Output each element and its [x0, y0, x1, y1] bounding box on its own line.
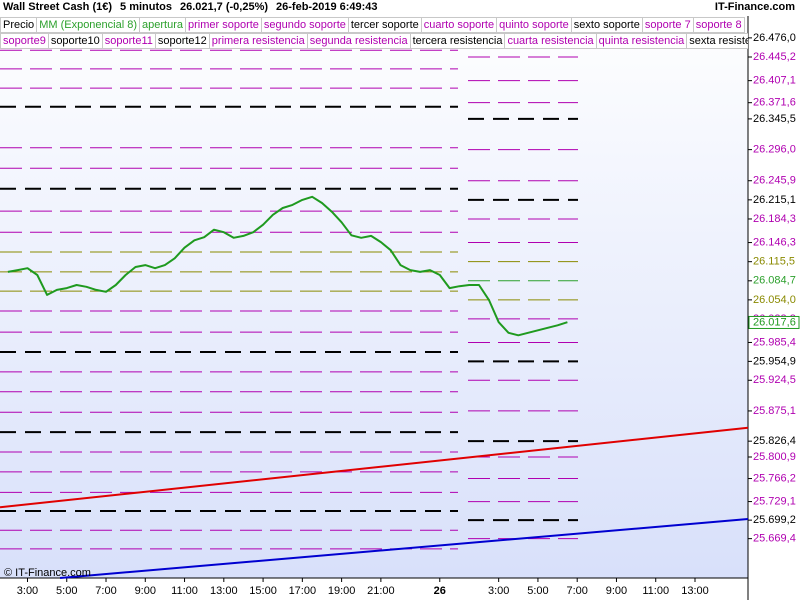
- legend-item: apertura: [139, 17, 186, 33]
- x-tick-label: 26: [434, 585, 446, 597]
- x-tick-label: 19:00: [328, 585, 356, 597]
- y-tick-label: 26.146,3: [753, 236, 796, 248]
- y-tick-label: 26.445,2: [753, 51, 796, 63]
- interval: 5 minutos: [120, 1, 172, 13]
- y-tick-label: 26.245,9: [753, 175, 796, 187]
- y-tick-label: 25.669,4: [753, 533, 796, 545]
- y-axis-area: [748, 0, 800, 600]
- y-tick-label: 26.345,5: [753, 113, 796, 125]
- header-bar: Wall Street Cash (1€) 5 minutos 26.021,7…: [0, 0, 800, 16]
- y-tick-label: 25.954,9: [753, 355, 796, 367]
- legend-item: cuarto soporte: [420, 17, 498, 33]
- x-tick-label: 7:00: [566, 585, 587, 597]
- legend-item: soporte 8: [692, 17, 745, 33]
- legend-item: segundo soporte: [260, 17, 349, 33]
- x-tick-label: 17:00: [289, 585, 317, 597]
- quote: 26.021,7 (-0,25%): [179, 1, 269, 13]
- y-tick-label: 26.054,0: [753, 294, 796, 306]
- y-tick-label: 25.800,9: [753, 451, 796, 463]
- legend-item: cuarta resistencia: [504, 33, 597, 49]
- x-tick-label: 9:00: [135, 585, 156, 597]
- x-axis-area: [0, 578, 748, 600]
- x-tick-label: 11:00: [642, 585, 669, 597]
- x-tick-label: 3:00: [17, 585, 38, 597]
- legend-item: soporte12: [154, 33, 210, 49]
- legend-item: tercera resistencia: [409, 33, 506, 49]
- trend-line: [59, 518, 749, 579]
- legend-item: soporte 7: [641, 17, 694, 33]
- y-tick-label: 26.184,3: [753, 213, 796, 225]
- y-tick-label: 25.826,4: [753, 435, 796, 447]
- x-tick-label: 15:00: [249, 585, 277, 597]
- title: Wall Street Cash (1€): [3, 1, 113, 13]
- trend-line: [0, 426, 749, 509]
- x-tick-label: 13:00: [210, 585, 238, 597]
- price-line: [7, 195, 568, 337]
- legend-row: soporte9 soporte10 soporte11 soporte12 prime…: [0, 33, 748, 49]
- legend-item: sexta resistencia: [686, 33, 748, 49]
- legend-item: quinta resistencia: [595, 33, 688, 49]
- legend-item: soporte9: [0, 33, 49, 49]
- legend-item: soporte10: [47, 33, 103, 49]
- y-tick-label: 26.371,6: [753, 97, 796, 109]
- datetime: 26-feb-2019 6:49:43: [276, 1, 378, 13]
- y-tick-label: 25.985,4: [753, 336, 796, 348]
- plot-area: [0, 0, 748, 578]
- last-price-label: 26.017,6: [753, 316, 796, 328]
- legend-row: Precio MM (Exponencial 8) apertura primer …: [0, 17, 748, 33]
- legend-item: quinto soporte: [496, 17, 572, 33]
- x-tick-label: 3:00: [488, 585, 509, 597]
- legend-item: MM (Exponencial 8): [36, 17, 141, 33]
- y-tick-label: 26.407,1: [753, 75, 796, 87]
- y-tick-label: 25.766,2: [753, 472, 796, 484]
- x-tick-label: 5:00: [527, 585, 548, 597]
- legend-item: soporte11: [101, 33, 156, 49]
- y-tick-label: 26.476,0: [753, 32, 796, 44]
- legend-item: tercer soporte: [347, 17, 422, 33]
- y-tick-label: 25.729,1: [753, 495, 796, 507]
- y-tick-label: 26.215,1: [753, 194, 796, 206]
- legend-item: primera resistencia: [208, 33, 308, 49]
- x-tick-label: 5:00: [56, 585, 77, 597]
- legend-item: segunda resistencia: [306, 33, 411, 49]
- legend-item: sexto soporte: [570, 17, 643, 33]
- copyright: © IT-Finance.com: [4, 567, 91, 579]
- x-tick-label: 21:00: [367, 585, 395, 597]
- y-tick-label: 26.296,0: [753, 144, 796, 156]
- brand: IT-Finance.com: [714, 1, 795, 13]
- legend-item: primer soporte: [185, 17, 262, 33]
- x-tick-label: 11:00: [171, 585, 198, 597]
- last-price-box: [748, 315, 800, 329]
- y-tick-label: 25.699,2: [753, 514, 796, 526]
- y-tick-label: 25.924,5: [753, 374, 796, 386]
- legend-item: Precio: [0, 17, 38, 33]
- y-tick-label: 26.084,7: [753, 275, 796, 287]
- x-tick-label: 13:00: [681, 585, 709, 597]
- x-tick-label: 7:00: [95, 585, 116, 597]
- y-tick-label: 25.875,1: [753, 405, 796, 417]
- y-tick-label: 26.115,5: [753, 256, 795, 268]
- x-tick-label: 9:00: [606, 585, 627, 597]
